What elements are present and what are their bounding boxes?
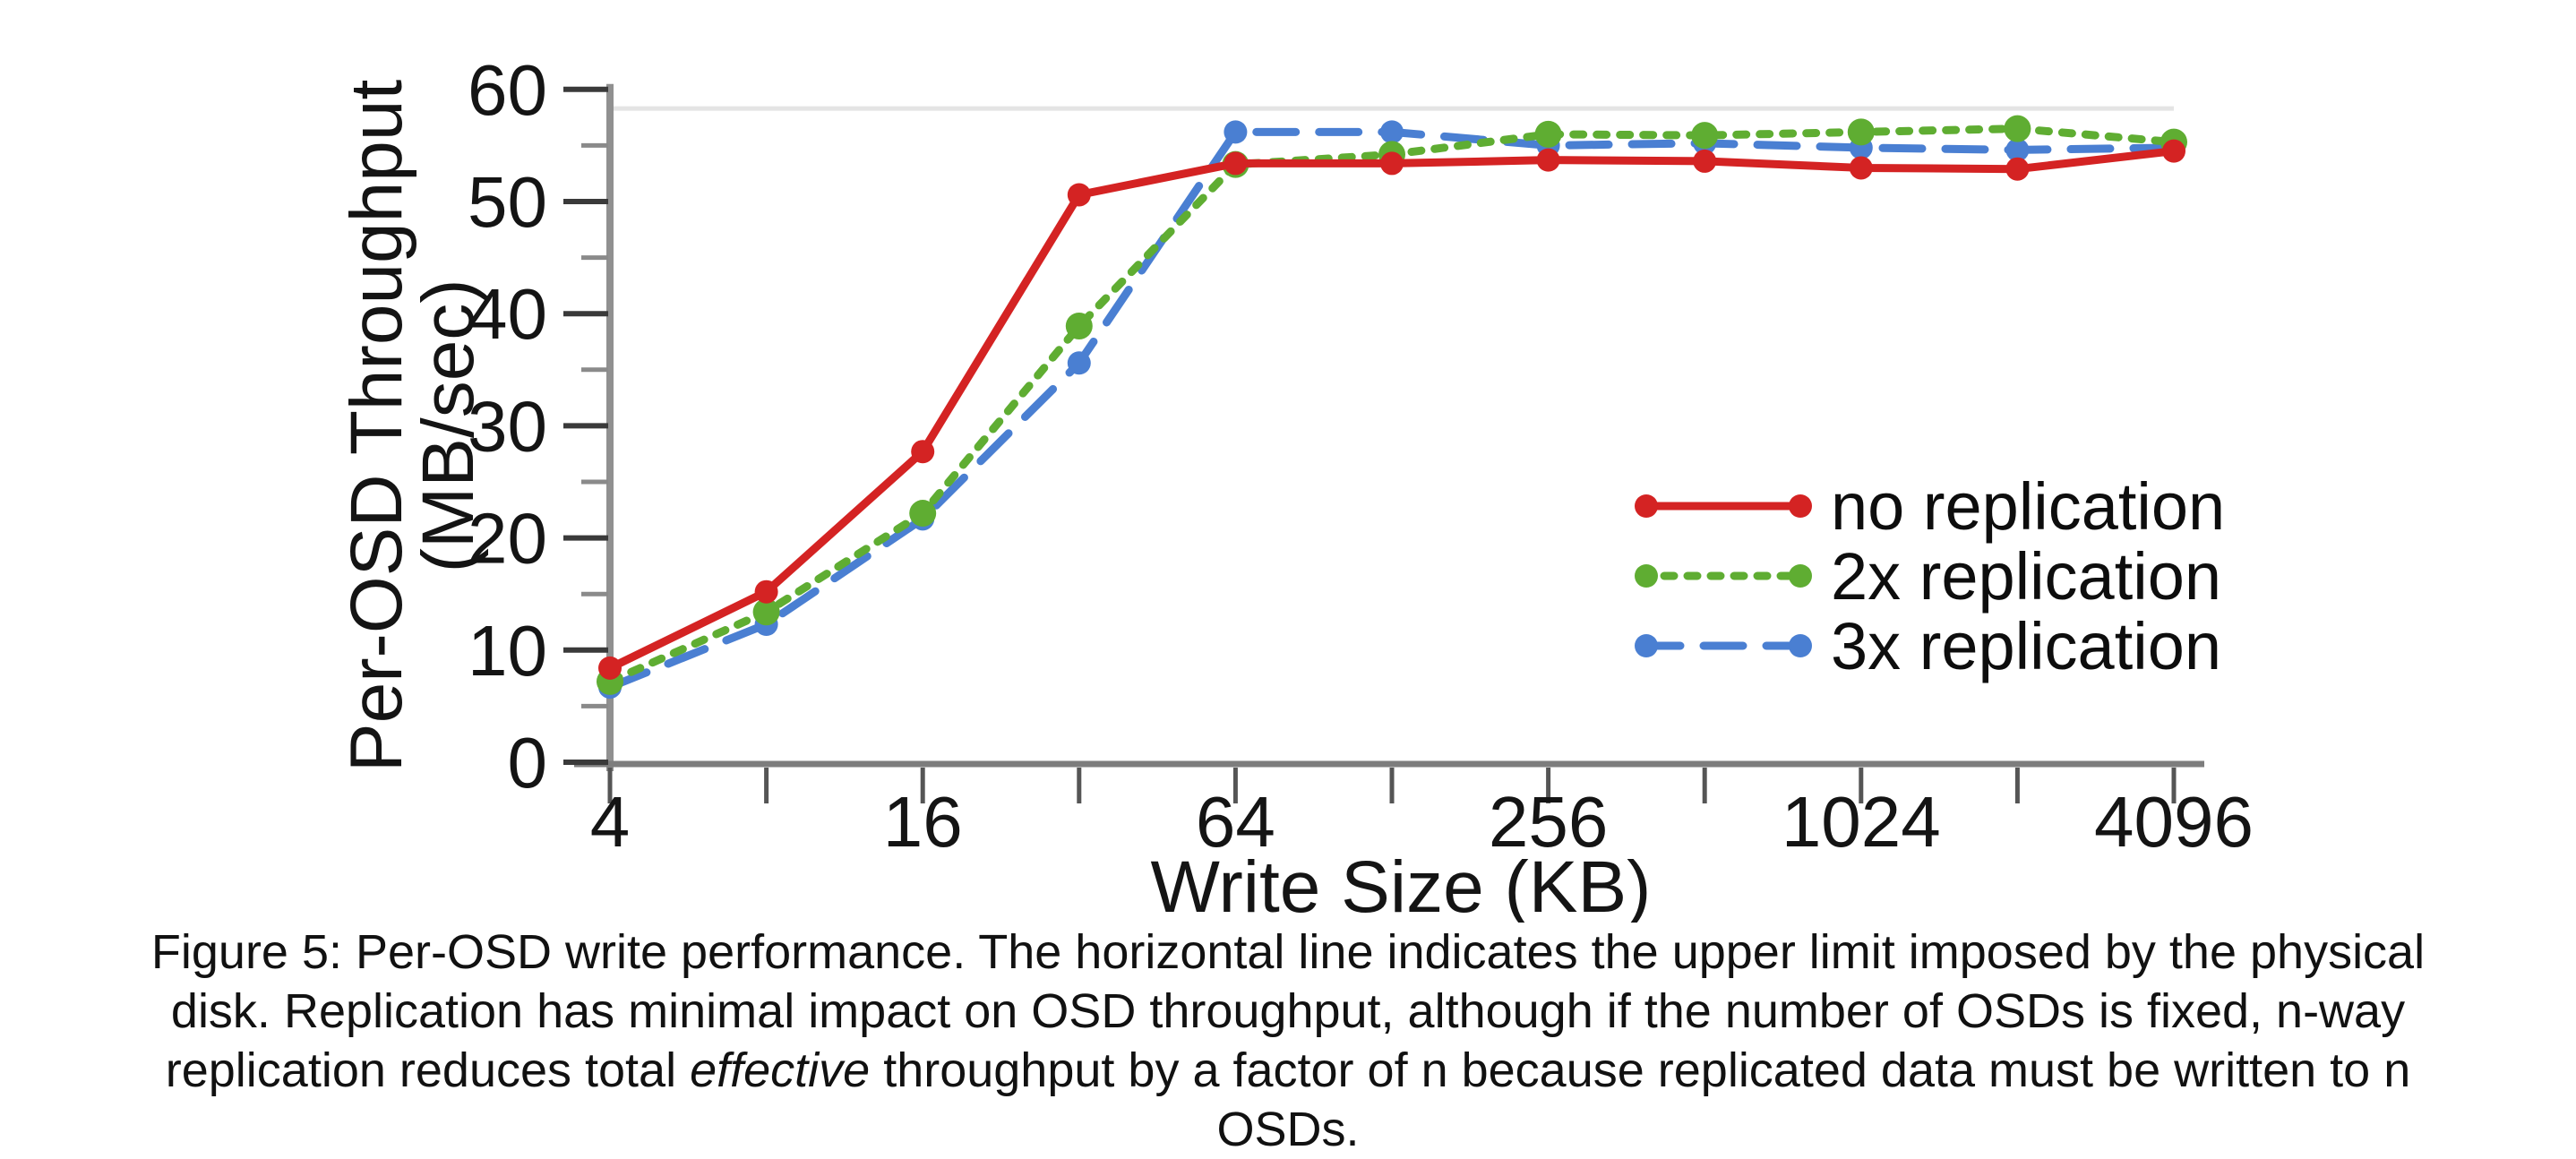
legend-label-3x-replication: 3x replication — [1831, 609, 2221, 683]
y-axis-title-line1: Per-OSD Throughput — [336, 80, 417, 773]
x-tick-label: 4096 — [2094, 782, 2254, 862]
legend-sample-marker — [1789, 564, 1812, 588]
legend-sample-marker — [1635, 494, 1658, 518]
series-marker-2x-replication — [1691, 122, 1719, 150]
series-marker-2x-replication — [752, 598, 780, 626]
series-marker-no-replication — [911, 440, 935, 464]
legend-label-2x-replication: 2x replication — [1831, 539, 2221, 614]
figure-caption: Figure 5: Per-OSD write performance. The… — [25, 923, 2551, 1159]
x-tick-label: 1024 — [1782, 782, 1941, 862]
caption-text: replication reduces total — [165, 1043, 691, 1097]
series-marker-no-replication — [1536, 148, 1560, 172]
legend-sample-marker — [1789, 494, 1812, 518]
series-marker-2x-replication — [909, 500, 937, 528]
series-marker-3x-replication — [1067, 351, 1091, 375]
series-marker-no-replication — [1849, 156, 1873, 180]
series-marker-no-replication — [1693, 149, 1717, 173]
series-marker-3x-replication — [1224, 120, 1248, 144]
caption-text: disk. Replication has minimal impact on … — [170, 984, 2406, 1038]
legend-sample-marker — [1635, 564, 1658, 588]
series-marker-2x-replication — [1534, 120, 1562, 148]
y-tick-label: 30 — [468, 386, 547, 466]
series-marker-2x-replication — [1065, 312, 1093, 339]
y-tick-label: 40 — [468, 274, 547, 354]
caption-line: OSDs. — [25, 1100, 2551, 1159]
series-marker-3x-replication — [1380, 120, 1404, 144]
series-marker-no-replication — [754, 580, 778, 604]
caption-line: Figure 5: Per-OSD write performance. The… — [25, 923, 2551, 982]
legend-sample-marker — [1789, 634, 1812, 657]
x-tick-label: 4 — [590, 782, 631, 862]
caption-text: throughput by a factor of n because repl… — [870, 1043, 2411, 1097]
series-marker-2x-replication — [2004, 115, 2031, 142]
series-marker-3x-replication — [2005, 138, 2030, 162]
y-axis-title-line2: (MB/sec) — [408, 279, 489, 572]
caption-text: OSDs. — [1216, 1103, 1360, 1156]
series-marker-no-replication — [598, 656, 622, 680]
caption-text: Figure 5: Per-OSD write performance. The… — [150, 925, 2426, 979]
series-marker-no-replication — [2162, 139, 2185, 163]
y-tick-label: 50 — [468, 162, 547, 242]
series-marker-no-replication — [2005, 157, 2030, 181]
y-tick-label: 60 — [468, 50, 547, 130]
series-marker-no-replication — [1380, 151, 1404, 176]
y-tick-label: 20 — [468, 499, 547, 579]
x-tick-label: 16 — [883, 782, 963, 862]
series-marker-no-replication — [1067, 183, 1091, 207]
series-marker-2x-replication — [1847, 118, 1875, 146]
legend-label-no-replication: no replication — [1831, 469, 2225, 544]
caption-italic-word: effective — [690, 1043, 871, 1097]
series-marker-no-replication — [1224, 151, 1248, 176]
caption-line: replication reduces total effective thro… — [25, 1041, 2551, 1100]
x-axis-title: Write Size (KB) — [1151, 846, 1652, 923]
x-tick-label: 64 — [1196, 782, 1275, 862]
throughput-chart: 0 10 20 30 40 50 60 4 16 64 256 1024 4096 Write Size … — [336, 50, 2254, 923]
y-tick-label: 0 — [508, 723, 548, 803]
caption-line: disk. Replication has minimal impact on … — [25, 982, 2551, 1041]
y-tick-label: 10 — [468, 611, 547, 691]
x-tick-label: 256 — [1489, 782, 1608, 862]
legend-sample-marker — [1635, 634, 1658, 657]
